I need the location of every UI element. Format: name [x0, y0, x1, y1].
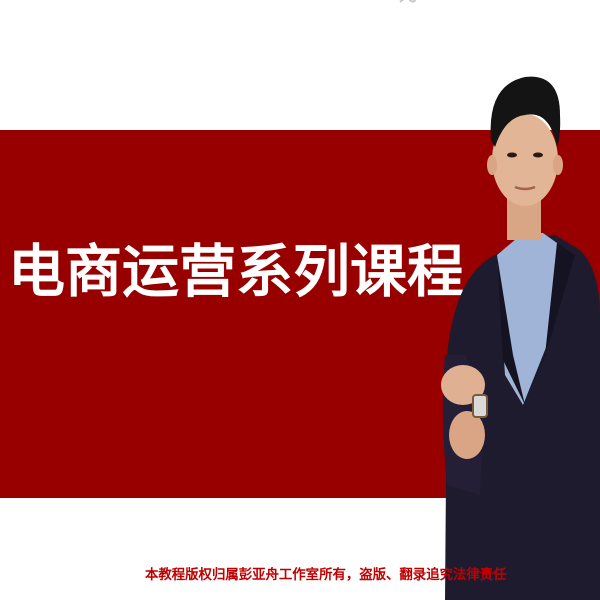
presenter-photo — [441, 76, 600, 600]
corner-logo-mark — [399, 0, 417, 3]
copyright-notice: 本教程版权归属彭亚舟工作室所有，盗版、翻录追究法律责任 — [145, 568, 507, 583]
course-title: 电商运营系列课程 — [8, 239, 464, 305]
